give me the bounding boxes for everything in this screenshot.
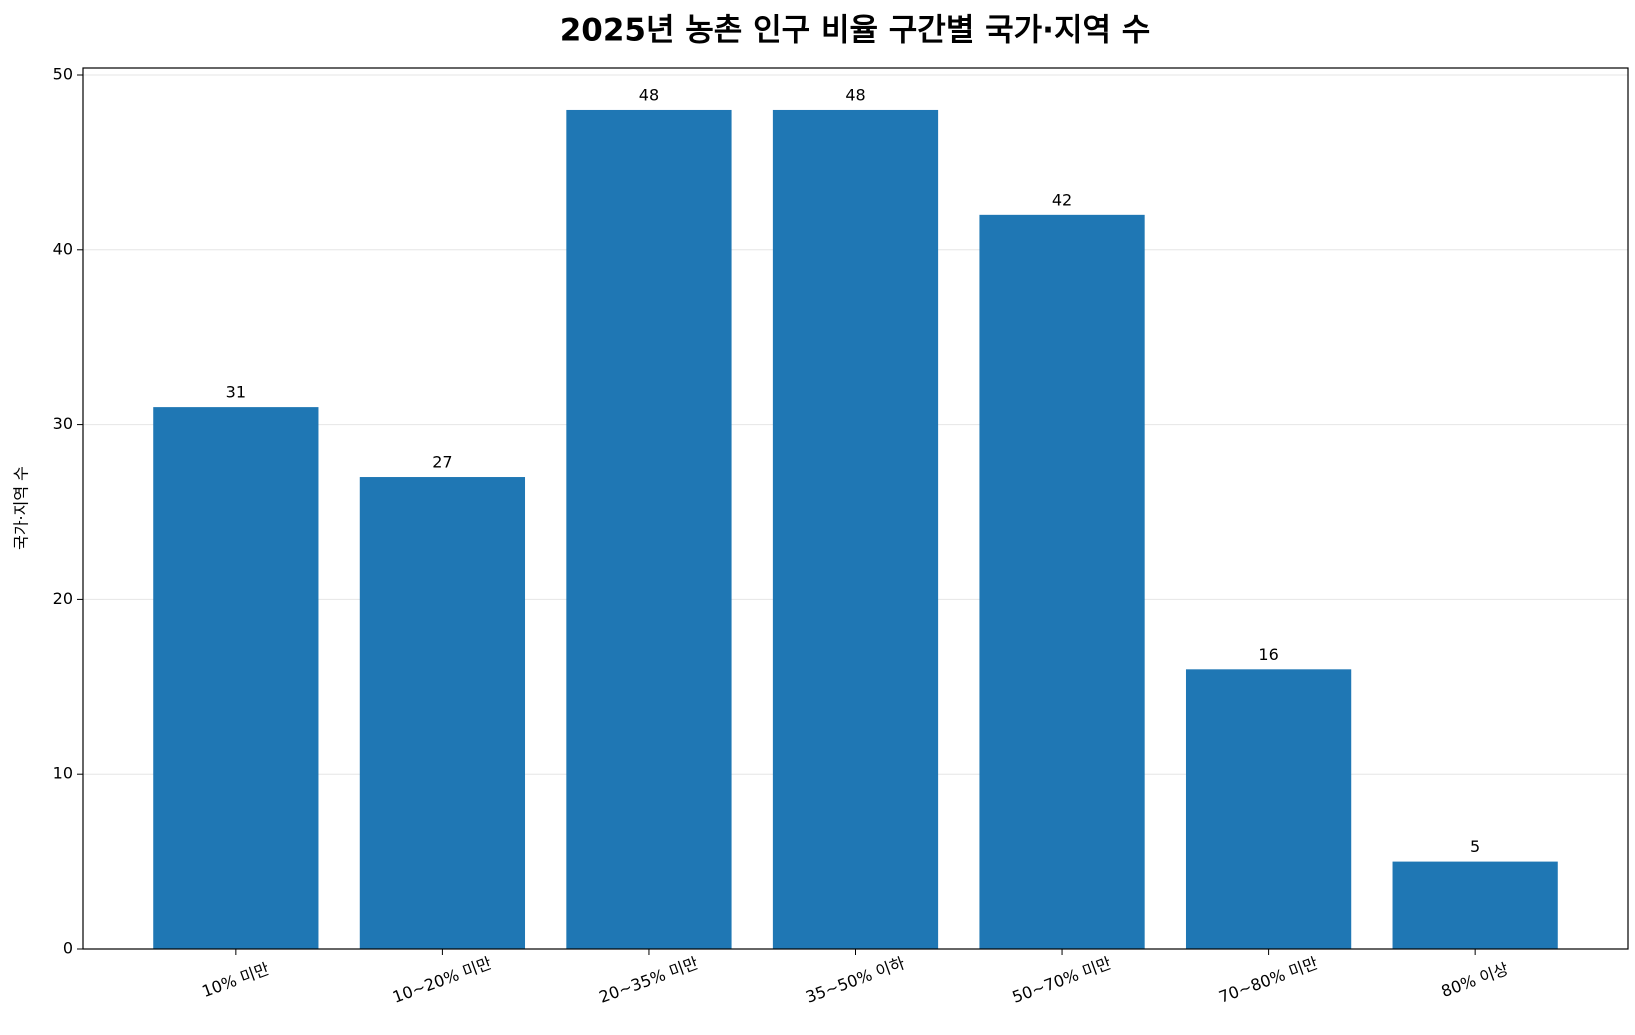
value-label: 42	[1052, 190, 1072, 209]
bar	[153, 407, 319, 949]
value-label: 31	[226, 383, 246, 402]
value-label: 48	[845, 85, 865, 104]
x-tick-label: 80% 이상	[1439, 959, 1512, 1001]
bar	[566, 109, 732, 949]
y-tick-label: 10	[53, 764, 73, 783]
y-tick-label: 50	[53, 64, 73, 83]
value-label: 48	[639, 85, 659, 104]
y-axis-label: 국가·지역 수	[12, 466, 31, 550]
x-tick-label: 70~80% 미만	[1216, 953, 1320, 1006]
y-tick-label: 40	[53, 239, 73, 258]
value-label: 5	[1470, 837, 1480, 856]
x-tick-label: 50~70% 미만	[1010, 953, 1114, 1006]
bar	[1185, 669, 1352, 949]
bar	[979, 214, 1145, 950]
bar	[772, 109, 939, 949]
bar	[359, 477, 526, 949]
y-tick-label: 20	[53, 589, 73, 608]
mark-layer	[153, 109, 1558, 950]
y-tick-label: 0	[63, 939, 73, 958]
x-tick-label: 10~20% 미만	[390, 953, 494, 1006]
value-label: 16	[1258, 645, 1278, 664]
bar	[1392, 861, 1558, 949]
x-tick-label: 20~35% 미만	[597, 953, 701, 1006]
x-tick-label: 10% 미만	[199, 959, 272, 1001]
chart-title: 2025년 농촌 인구 비율 구간별 국가·지역 수	[560, 13, 1151, 49]
value-label: 27	[432, 453, 452, 472]
y-tick-label: 30	[53, 414, 73, 433]
x-tick-label: 35~50% 이하	[803, 953, 907, 1006]
